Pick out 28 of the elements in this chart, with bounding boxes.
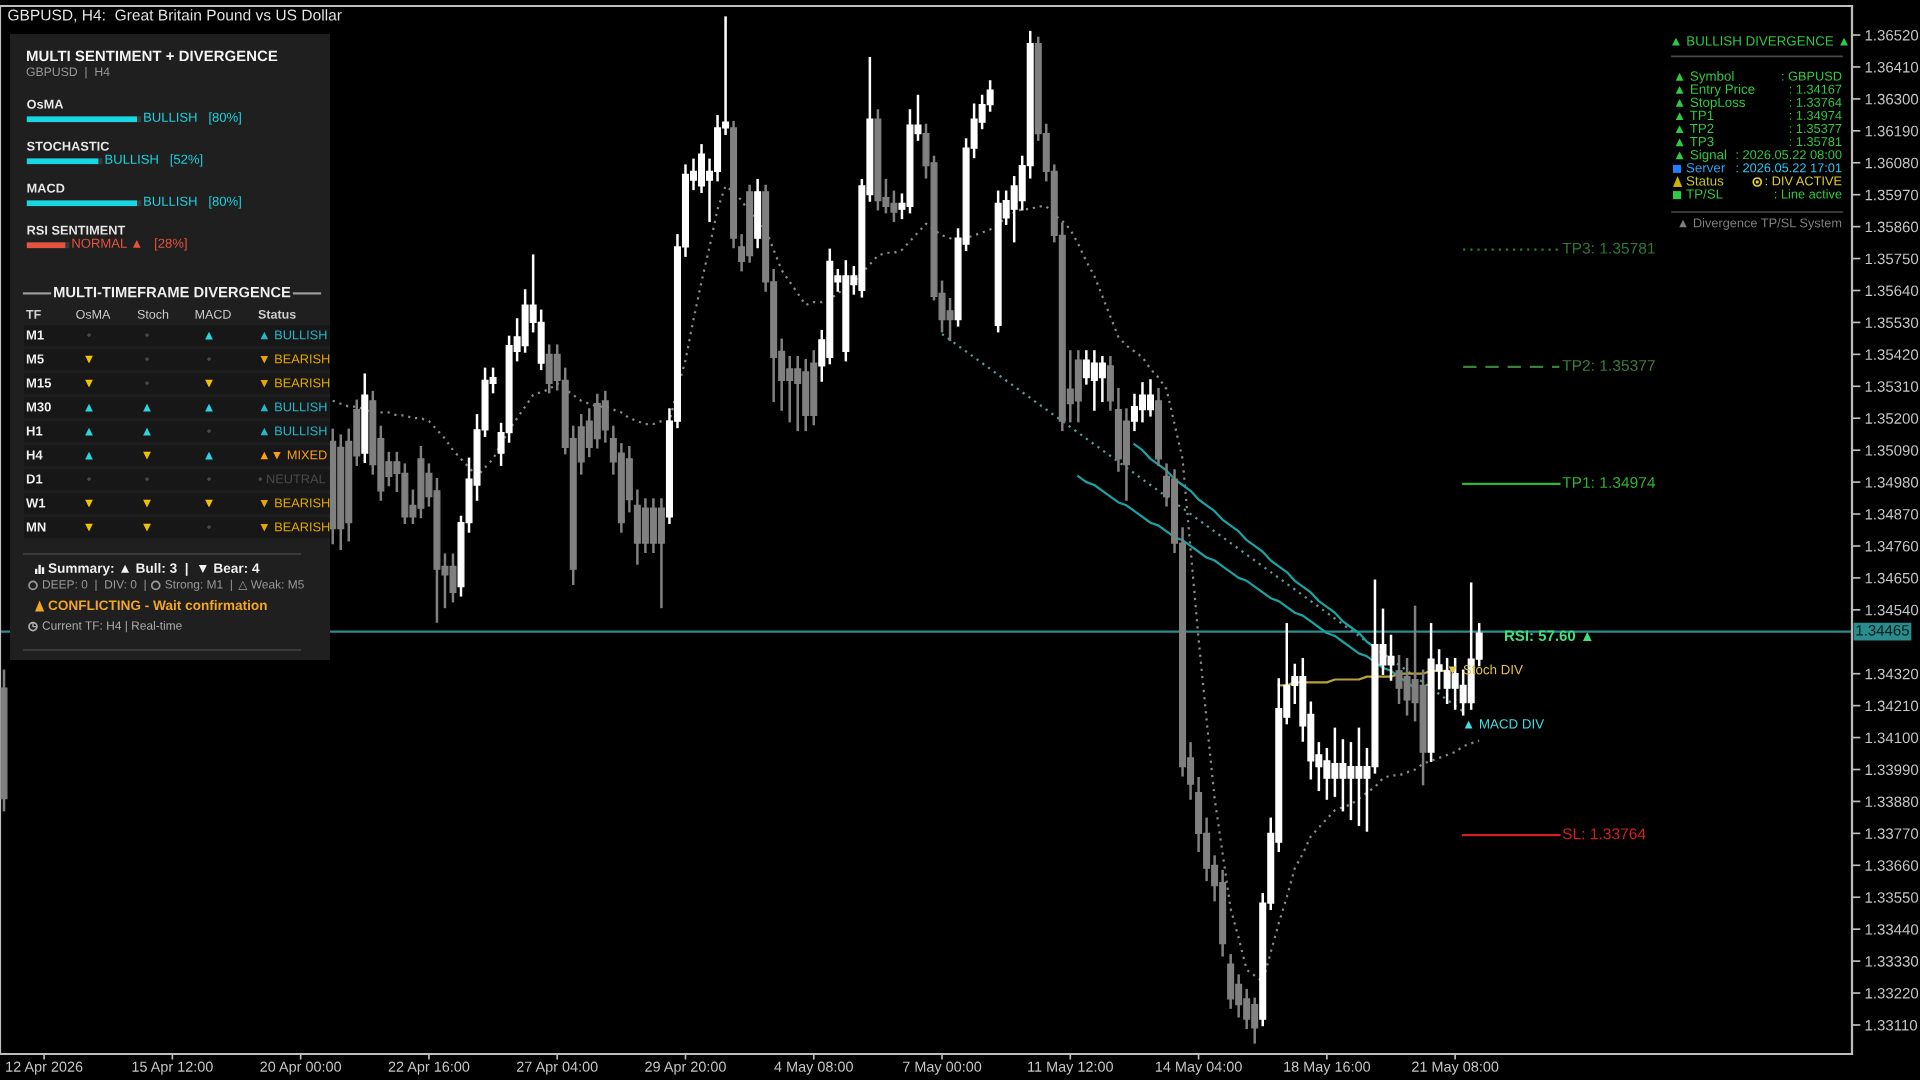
candlestick	[1098, 356, 1106, 403]
candlestick	[786, 356, 794, 423]
candlestick	[1090, 350, 1098, 411]
candlestick	[946, 297, 954, 342]
candlestick	[657, 498, 665, 609]
candlestick	[1443, 657, 1451, 704]
candlestick	[649, 498, 657, 554]
candlestick	[1138, 382, 1146, 423]
line-series	[1133, 443, 1377, 649]
candlestick	[1451, 657, 1459, 710]
candlestick	[545, 344, 553, 394]
candlestick	[754, 178, 762, 249]
candlestick	[1323, 747, 1331, 800]
candlestick	[1355, 727, 1363, 826]
candlestick	[1074, 350, 1082, 423]
line-series	[940, 332, 1465, 713]
candlestick	[1331, 727, 1339, 797]
candlestick	[802, 358, 810, 432]
candlestick	[1251, 997, 1259, 1044]
candlestick	[1339, 739, 1347, 812]
candlestick	[593, 393, 601, 449]
candlestick	[1347, 742, 1355, 821]
candlestick	[641, 498, 649, 554]
candlestick	[794, 356, 802, 432]
candlestick	[1387, 634, 1395, 681]
candlestick	[537, 309, 545, 371]
candlestick	[1146, 379, 1154, 417]
candlestick	[449, 553, 457, 603]
